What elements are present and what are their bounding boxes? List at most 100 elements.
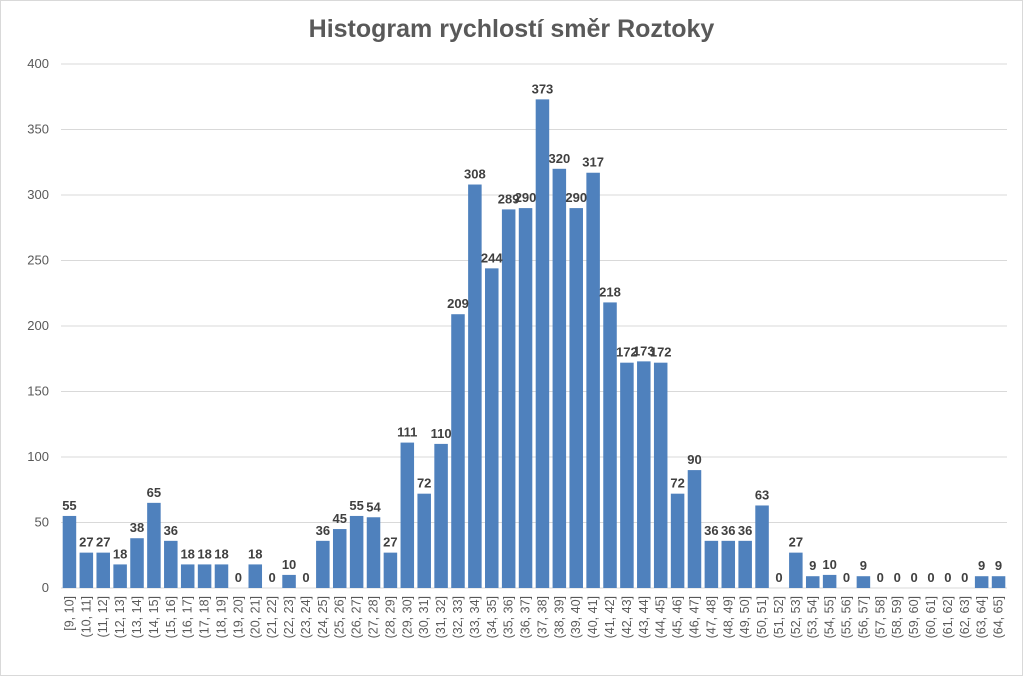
data-label-27: 290 xyxy=(515,190,537,205)
data-label-24: 308 xyxy=(464,167,486,182)
x-tick-label-14: (23, 24] xyxy=(299,596,313,638)
bar-16 xyxy=(332,529,347,588)
data-label-21: 72 xyxy=(417,476,431,491)
data-label-18: 54 xyxy=(366,499,381,514)
data-label-44: 9 xyxy=(809,558,816,573)
bar-3 xyxy=(113,564,127,588)
bar-38 xyxy=(704,540,719,588)
bars xyxy=(62,99,1006,589)
data-label-17: 55 xyxy=(349,498,363,513)
y-tick-label-300: 300 xyxy=(27,187,49,202)
data-label-51: 0 xyxy=(927,570,934,585)
data-label-36: 72 xyxy=(670,476,684,491)
x-tick-label-44: (53, 54] xyxy=(806,596,820,638)
x-tick-label-13: (22, 23] xyxy=(282,596,296,638)
data-label-34: 173 xyxy=(633,343,655,358)
data-label-16: 45 xyxy=(332,511,346,526)
x-tick-label-15: (24, 25] xyxy=(316,596,330,638)
bar-8 xyxy=(197,564,212,588)
x-tick-label-40: (49, 50] xyxy=(738,596,752,638)
bar-13 xyxy=(282,574,296,588)
x-tick-label-37: (46, 47] xyxy=(687,596,701,638)
data-label-46: 0 xyxy=(843,570,850,585)
bar-15 xyxy=(316,540,330,588)
data-label-1: 27 xyxy=(79,535,93,550)
x-tick-label-31: (40, 41] xyxy=(586,596,600,638)
data-label-49: 0 xyxy=(894,570,901,585)
x-tick-label-17: (26, 27] xyxy=(350,596,364,638)
bar-30 xyxy=(569,208,583,588)
data-label-23: 209 xyxy=(447,296,469,311)
x-tick-label-42: (51, 52] xyxy=(772,596,786,638)
x-tick-label-39: (48, 49] xyxy=(721,596,735,638)
x-tick-label-28: (37, 38] xyxy=(535,596,549,638)
data-label-19: 27 xyxy=(383,535,397,550)
x-tick-label-20: (29, 30] xyxy=(400,596,414,638)
bar-2 xyxy=(96,552,110,588)
data-label-28: 373 xyxy=(532,81,554,96)
y-axis-ticks: 0 50 100 150 200 250 300 350 400 xyxy=(27,56,49,595)
x-axis-ticks: [9, 10] (10, 11] (11, 12] (12, 13] (13, 14](… xyxy=(62,596,1005,638)
bar-18 xyxy=(366,517,381,588)
x-tick-label-3: (12, 13] xyxy=(113,596,127,638)
x-tick-label-6: (15, 16] xyxy=(164,596,178,638)
data-label-52: 0 xyxy=(944,570,951,585)
data-label-39: 36 xyxy=(721,523,735,538)
bar-11 xyxy=(248,564,263,588)
data-label-25: 244 xyxy=(481,250,503,265)
data-label-9: 18 xyxy=(214,546,228,561)
bar-31 xyxy=(586,172,600,589)
bar-25 xyxy=(485,268,499,588)
bar-19 xyxy=(383,552,398,588)
x-tick-label-24: (33, 34] xyxy=(468,596,482,638)
bar-22 xyxy=(434,443,448,588)
bar-35 xyxy=(653,362,668,588)
bar-34 xyxy=(637,361,651,588)
y-tick-label-100: 100 xyxy=(27,449,49,464)
y-tick-label-150: 150 xyxy=(27,384,49,399)
data-label-32: 218 xyxy=(599,284,621,299)
data-label-5: 65 xyxy=(147,485,161,500)
x-tick-label-29: (38, 39] xyxy=(552,596,566,638)
x-tick-label-12: (21, 22] xyxy=(265,596,279,638)
x-tick-label-41: (50, 51] xyxy=(755,596,769,638)
bar-39 xyxy=(721,540,736,588)
x-tick-label-21: (30, 31] xyxy=(417,596,431,638)
data-label-42: 0 xyxy=(775,570,782,585)
bar-54 xyxy=(974,576,989,588)
data-label-6: 36 xyxy=(164,523,178,538)
bar-24 xyxy=(468,184,482,588)
data-label-30: 290 xyxy=(565,190,587,205)
bar-1 xyxy=(79,552,94,588)
bar-55 xyxy=(991,576,1006,588)
x-tick-label-34: (43, 44] xyxy=(637,596,651,638)
bar-36 xyxy=(670,493,685,588)
bar-0 xyxy=(62,515,77,588)
data-label-11: 18 xyxy=(248,546,262,561)
x-tick-label-7: (16, 17] xyxy=(181,596,195,638)
x-tick-label-50: (59, 60] xyxy=(907,596,921,638)
bar-6 xyxy=(164,540,178,588)
data-label-43: 27 xyxy=(789,535,803,550)
data-label-40: 36 xyxy=(738,523,752,538)
data-label-10: 0 xyxy=(235,570,242,585)
bar-20 xyxy=(400,442,415,588)
data-label-41: 63 xyxy=(755,487,769,502)
data-label-4: 38 xyxy=(130,520,144,535)
x-tick-label-47: (56, 57] xyxy=(856,596,870,638)
bar-26 xyxy=(501,209,516,588)
y-tick-label-400: 400 xyxy=(27,56,49,71)
data-label-20: 111 xyxy=(397,425,417,440)
data-label-31: 317 xyxy=(582,155,604,170)
x-tick-label-52: (61, 62] xyxy=(941,596,955,638)
x-tick-label-0: [9, 10] xyxy=(62,596,76,631)
x-tick-label-35: (44, 45] xyxy=(654,596,668,638)
x-tick-label-55: (64, 65] xyxy=(992,596,1006,638)
x-tick-label-9: (18, 19] xyxy=(214,596,228,638)
data-label-48: 0 xyxy=(877,570,884,585)
x-tick-label-49: (58, 59] xyxy=(890,596,904,638)
data-label-38: 36 xyxy=(704,523,718,538)
x-tick-label-45: (54, 55] xyxy=(823,596,837,638)
bar-17 xyxy=(349,515,364,588)
x-tick-label-16: (25, 26] xyxy=(333,596,347,638)
